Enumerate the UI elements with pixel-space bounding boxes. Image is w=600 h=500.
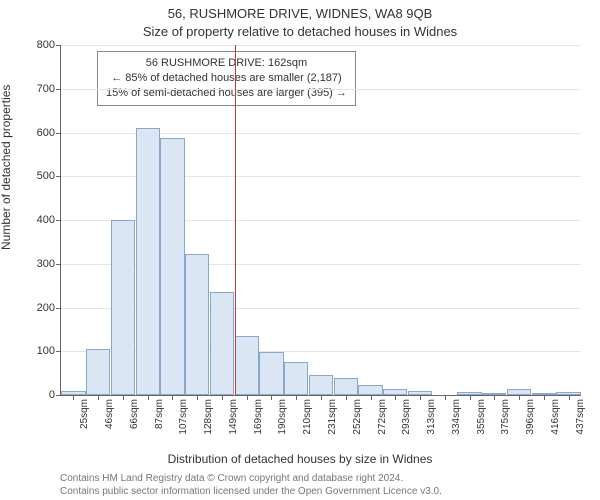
histogram-bar [86,349,110,395]
histogram-bar [309,375,333,395]
x-tick-mark [445,395,446,400]
x-tick-mark [470,395,471,400]
y-tick-label: 200 [37,302,61,314]
x-tick-mark [148,395,149,400]
y-tick-label: 700 [37,83,61,95]
x-tick-label: 46sqm [104,399,115,429]
histogram-bar [259,352,283,395]
x-tick-mark [321,395,322,400]
x-axis-label: Distribution of detached houses by size … [0,452,600,466]
x-tick-mark [346,395,347,400]
x-tick-mark [271,395,272,400]
property-size-marker [235,45,236,395]
histogram-bar [284,362,308,395]
histogram-bar [136,128,160,395]
y-tick-label: 800 [37,39,61,51]
x-tick-label: 149sqm [228,399,239,435]
x-tick-label: 231sqm [327,399,338,435]
footer-line-1: Contains HM Land Registry data © Crown c… [60,473,403,484]
x-tick-label: 87sqm [154,399,165,429]
y-tick-label: 0 [49,389,61,401]
x-tick-label: 313sqm [426,399,437,435]
x-tick-mark [197,395,198,400]
x-tick-label: 210sqm [302,399,313,435]
grid-line [61,45,581,46]
footer-line-2: Contains public sector information licen… [60,486,442,497]
x-tick-label: 272sqm [377,399,388,435]
x-tick-mark [172,395,173,400]
y-tick-label: 400 [37,214,61,226]
x-tick-mark [73,395,74,400]
plot-area: 56 RUSHMORE DRIVE: 162sqm ← 85% of detac… [60,45,581,396]
x-tick-label: 252sqm [352,399,363,435]
y-axis-label: Number of detached properties [0,85,13,250]
x-tick-label: 355sqm [476,399,487,435]
chart-title: 56, RUSHMORE DRIVE, WIDNES, WA8 9QB [0,6,600,21]
x-tick-label: 437sqm [575,399,586,435]
x-tick-label: 107sqm [178,399,189,435]
histogram-bar [358,385,382,395]
x-tick-mark [544,395,545,400]
x-tick-mark [395,395,396,400]
x-tick-label: 190sqm [277,399,288,435]
x-tick-mark [98,395,99,400]
y-tick-label: 600 [37,127,61,139]
figure-container: { "title": "56, RUSHMORE DRIVE, WIDNES, … [0,0,600,500]
x-tick-label: 334sqm [451,399,462,435]
x-tick-mark [494,395,495,400]
x-tick-label: 375sqm [500,399,511,435]
y-tick-label: 500 [37,170,61,182]
annotation-box: 56 RUSHMORE DRIVE: 162sqm ← 85% of detac… [97,51,356,106]
histogram-bar [160,138,184,395]
x-tick-label: 293sqm [401,399,412,435]
annotation-line1: 56 RUSHMORE DRIVE: 162sqm [106,56,347,71]
x-tick-label: 25sqm [79,399,90,429]
x-tick-label: 66sqm [129,399,140,429]
histogram-bar [111,220,135,395]
histogram-bar [235,336,259,395]
x-tick-mark [569,395,570,400]
x-tick-mark [371,395,372,400]
x-tick-mark [296,395,297,400]
x-tick-mark [420,395,421,400]
chart-subtitle: Size of property relative to detached ho… [0,24,600,39]
x-tick-mark [222,395,223,400]
x-tick-label: 169sqm [253,399,264,435]
histogram-bar [334,378,358,395]
histogram-bar [185,254,209,395]
x-tick-mark [247,395,248,400]
x-tick-label: 128sqm [203,399,214,435]
x-tick-label: 396sqm [525,399,536,435]
annotation-line2: ← 85% of detached houses are smaller (2,… [106,71,347,86]
grid-line [61,89,581,90]
y-tick-label: 300 [37,258,61,270]
histogram-bar [210,292,234,395]
x-tick-mark [123,395,124,400]
x-tick-mark [519,395,520,400]
y-tick-label: 100 [37,345,61,357]
x-tick-label: 416sqm [550,399,561,435]
